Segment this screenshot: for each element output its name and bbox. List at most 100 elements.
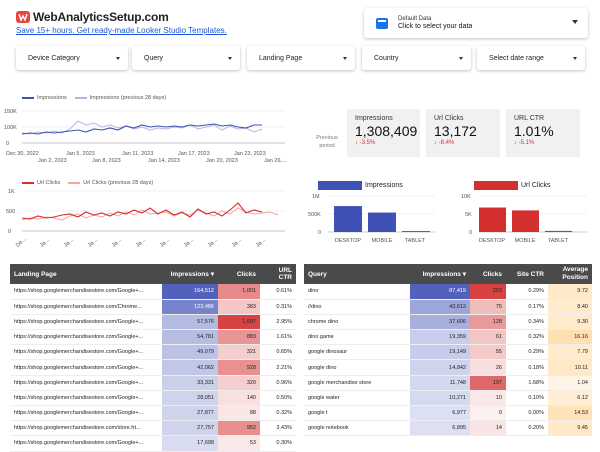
table-row[interactable]: https://shop.googlemerchandisestore.com/… — [10, 329, 296, 346]
table-cell-label: //dino — [304, 299, 410, 315]
table-row[interactable]: https://shop.googlemerchandisestore.com/… — [10, 375, 296, 391]
column-header-impressions[interactable]: Impressions ▾ — [410, 264, 470, 284]
column-header-landing-page[interactable]: Landing Page — [10, 264, 162, 284]
table-row[interactable]: https://shop.googlemerchandisestore.com/… — [10, 405, 296, 422]
table-cell-label: google notebook — [304, 420, 410, 437]
filter-query[interactable]: Query — [132, 46, 240, 70]
table-cell-value: 3.43% — [260, 420, 296, 437]
y-tick: 1M — [312, 194, 320, 200]
x-tick: Jan 2, 2023 — [38, 158, 67, 164]
table-row[interactable]: dino game 19,359 61 0.32% 16.16 — [304, 329, 592, 346]
x-tick: Ja... — [63, 237, 75, 249]
table-cell-value: 321 — [218, 344, 260, 361]
table-cell-label: google water — [304, 390, 410, 407]
column-header-impressions[interactable]: Impressions ▾ — [162, 264, 218, 284]
table-cell-label: https://shop.googlemerchandisestore.com/… — [10, 405, 162, 422]
data-source-label: Default Data — [398, 16, 432, 22]
chevron-down-icon — [459, 57, 463, 60]
table-cell-label: google merchandise store — [304, 375, 410, 391]
table-cell-value: 197 — [470, 375, 506, 391]
table-cell-value: 19,359 — [410, 329, 470, 346]
legend-label: Impressions (previous 28 days) — [89, 95, 167, 101]
table-cell-value: 1.04 — [548, 375, 592, 391]
table-cell-value: 9.45 — [548, 420, 592, 437]
bar-mobile[interactable] — [512, 210, 539, 232]
filter-device-category[interactable]: Device Category — [16, 46, 128, 70]
filter-label: Select date range — [489, 54, 544, 62]
table-row[interactable]: https://shop.googlemerchandisestore.com/… — [10, 344, 296, 361]
table-cell-value: 43,612 — [410, 299, 470, 315]
legend-label: Impressions — [365, 182, 403, 189]
table-row[interactable]: https://shop.googlemerchandisestore.com/… — [10, 314, 296, 331]
table-cell-value: 26 — [470, 359, 506, 376]
table-cell-value: 0.17% — [506, 299, 548, 315]
table-row[interactable]: //dino 43,612 75 0.17% 8.40 — [304, 299, 592, 315]
bar-desktop[interactable] — [479, 207, 506, 232]
table-cell-value: 140 — [218, 390, 260, 407]
table-cell-value: 128 — [470, 314, 506, 331]
table-row[interactable]: google merchandise store 11,748 197 1.68% 1.… — [304, 375, 592, 391]
promo-link[interactable]: Save 15+ hours. Get ready-made Looker St… — [16, 26, 227, 35]
filter-country[interactable]: Country — [362, 46, 471, 70]
table-cell-value: 27,877 — [162, 405, 218, 422]
column-header-average-position[interactable]: Average Position — [548, 264, 592, 284]
table-cell-value: 1,697 — [218, 314, 260, 331]
table-cell-label: https://shop.googlemerchandisestore.com/… — [10, 420, 162, 437]
impressions-timeseries-chart: 150K 100K 0 Dec 30, 2022 Jan 2, 2023 Jan… — [4, 109, 287, 164]
table-cell-value: 42,062 — [162, 359, 218, 376]
table-cell-label: dino — [304, 284, 410, 300]
table-cell-value: 10.11 — [548, 359, 592, 376]
table-row[interactable]: https://shop.googlemerchandisestore.com/… — [10, 299, 296, 315]
data-source-selector[interactable]: Default Data Click to select your data — [364, 8, 588, 38]
table-row[interactable]: google water 10,271 10 0.10% 6.12 — [304, 390, 592, 407]
query-table: Query Impressions ▾ Clicks Site CTR Aver… — [304, 264, 592, 437]
bar-tablet[interactable] — [545, 230, 572, 232]
column-header-query[interactable]: Query — [304, 264, 410, 284]
bar-desktop[interactable] — [334, 206, 362, 232]
table-row[interactable]: google t 6,977 0 0.00% 14.53 — [304, 405, 592, 422]
table-row[interactable]: https://shop.googlemerchandisestore.com/… — [10, 435, 296, 452]
x-tick: MOBILE — [372, 238, 393, 244]
table-row[interactable]: chrome dino 37,606 128 0.34% 9.30 — [304, 314, 592, 331]
table-cell-value: 0.31% — [260, 299, 296, 315]
column-header-url-ctr[interactable]: URL CTR — [260, 264, 296, 284]
table-cell-value: 0.29% — [506, 284, 548, 300]
x-tick: MOBILE — [515, 238, 536, 244]
table-cell-value: 88 — [218, 405, 260, 422]
chevron-down-icon — [572, 20, 578, 24]
scorecard-value: 1.01% — [514, 123, 554, 139]
x-tick: Jan 8, 2023 — [92, 158, 121, 164]
column-header-site-ctr[interactable]: Site CTR — [506, 264, 548, 284]
table-row[interactable]: https://shop.googlemerchandisestore.com/… — [10, 390, 296, 407]
table-cell-value: 164,512 — [162, 284, 218, 300]
table-row[interactable]: google notebook 6,895 14 0.20% 9.45 — [304, 420, 592, 437]
table-cell-value: 0.00% — [506, 405, 548, 422]
x-tick: Dec 30, 2022 — [6, 151, 39, 157]
filter-landing-page[interactable]: Landing Page — [247, 46, 355, 70]
column-header-clicks[interactable]: Clicks — [470, 264, 506, 284]
table-cell-label: https://shop.googlemerchandisestore.com/… — [10, 390, 162, 407]
table-row[interactable]: google dino 14,842 26 0.18% 10.11 — [304, 359, 592, 376]
column-header-clicks[interactable]: Clicks — [218, 264, 260, 284]
filter-date-range[interactable]: Select date range — [477, 46, 585, 70]
table-cell-value: 0.18% — [506, 359, 548, 376]
table-cell-value: 28,051 — [162, 390, 218, 407]
table-row[interactable]: dino 87,419 253 0.29% 9.72 — [304, 284, 592, 300]
table-row[interactable]: google dinosaur 19,149 55 0.29% 7.79 — [304, 344, 592, 361]
table-row[interactable]: https://shop.googlemerchandisestore.com/… — [10, 420, 296, 437]
logo-text: WebAnalyticsSetup.com — [33, 10, 169, 24]
table-row[interactable]: https://shop.googlemerchandisestore.com/… — [10, 359, 296, 376]
bar-mobile[interactable] — [368, 212, 396, 232]
table-row[interactable]: https://shop.googlemerchandisestore.com/… — [10, 284, 296, 300]
delta-value: -8.4% — [438, 140, 455, 146]
table-cell-value: 49,079 — [162, 344, 218, 361]
scorecard-value: 1,308,409 — [355, 123, 418, 139]
table-cell-value: 37,606 — [410, 314, 470, 331]
bar-tablet[interactable] — [402, 231, 430, 232]
x-tick: Jan 11, 2023 — [122, 151, 153, 157]
x-tick: De... — [15, 236, 28, 249]
filter-label: Country — [374, 54, 399, 62]
scorecard-delta: ↓ -3.5% — [355, 140, 412, 146]
table-cell-value: 0.65% — [260, 344, 296, 361]
y-tick: 500K — [308, 212, 321, 218]
